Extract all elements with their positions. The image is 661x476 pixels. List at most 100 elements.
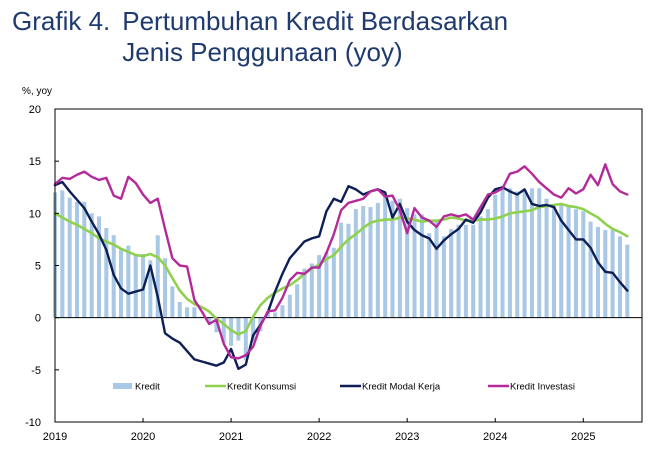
chart-number: Grafik 4. xyxy=(12,6,111,36)
kredit-bar xyxy=(441,236,446,318)
kredit-bar xyxy=(74,201,80,318)
kredit-bar xyxy=(126,245,131,318)
x-ticks: 2019 2020 2021 2022 2023 2024 2025 xyxy=(43,418,596,443)
kredit-bar xyxy=(229,317,234,346)
kredit-bar xyxy=(177,302,182,318)
chart-title-text: Pertumbuhan Kredit Berdasarkan Jenis Pen… xyxy=(122,6,509,67)
kredit-bar xyxy=(361,206,366,318)
kredit-bar xyxy=(185,307,190,318)
kredit-bar xyxy=(390,200,395,318)
series-lines xyxy=(53,163,629,370)
kredit-bar xyxy=(427,233,432,318)
kredit-bar xyxy=(603,230,608,318)
series-line-kredit-modal-kerja xyxy=(53,180,629,370)
kredit-bar xyxy=(243,317,248,361)
kredit-bar xyxy=(529,188,534,318)
legend-label: Kredit xyxy=(135,382,160,393)
kredit-bar xyxy=(588,221,593,318)
x-tick-label: 2023 xyxy=(395,431,419,443)
kredit-bar xyxy=(515,191,520,318)
kredit-bar xyxy=(148,260,153,318)
kredit-bar xyxy=(287,294,292,318)
kredit-bar xyxy=(500,188,505,318)
kredit-bar xyxy=(368,207,373,318)
y-tick-label: -10 xyxy=(25,417,41,429)
kredit-bar xyxy=(60,190,65,318)
x-tick-label: 2024 xyxy=(483,431,507,443)
kredit-bar xyxy=(192,307,197,318)
kredit-bars xyxy=(52,188,630,361)
kredit-bar xyxy=(625,244,630,318)
kredit-bar xyxy=(317,255,322,318)
kredit-bar xyxy=(412,214,417,318)
kredit-bar xyxy=(221,317,226,343)
y-tick-label: 5 xyxy=(35,261,41,273)
kredit-bar xyxy=(544,198,549,318)
kredit-bar xyxy=(573,209,578,318)
kredit-bar xyxy=(199,316,204,318)
kredit-bar xyxy=(251,317,256,342)
kredit-bar xyxy=(309,263,314,318)
kredit-bar xyxy=(339,222,344,318)
kredit-bar xyxy=(324,251,329,318)
series-line-kredit-konsumsi xyxy=(53,202,629,336)
kredit-bar xyxy=(302,268,307,318)
kredit-bar xyxy=(456,224,461,318)
kredit-bar xyxy=(419,214,424,318)
kredit-bar xyxy=(104,227,109,318)
kredit-bar xyxy=(522,190,527,318)
kredit-bar xyxy=(67,197,72,318)
legend-swatch-kredit xyxy=(113,383,132,389)
x-tick-label: 2019 xyxy=(43,431,67,443)
x-tick-label: 2020 xyxy=(131,431,155,443)
kredit-bar xyxy=(214,317,219,333)
kredit-bar xyxy=(493,194,498,318)
kredit-bar xyxy=(119,249,124,318)
kredit-bar xyxy=(133,254,138,318)
kredit-bar xyxy=(273,312,278,318)
y-tick-label: 15 xyxy=(29,156,41,168)
kredit-bar xyxy=(163,258,168,318)
kredit-bar xyxy=(82,201,87,318)
x-tick-label: 2021 xyxy=(219,431,243,443)
kredit-bar xyxy=(170,286,175,318)
kredit-bar xyxy=(383,195,388,318)
kredit-bar xyxy=(236,317,241,341)
legend-label: Kredit Investasi xyxy=(510,382,575,393)
kredit-bar xyxy=(449,228,454,318)
kredit-bar xyxy=(375,202,380,318)
legend-label: Kredit Modal Kerja xyxy=(362,382,441,393)
y-axis-label: %, yoy xyxy=(22,86,52,97)
kredit-bar xyxy=(507,188,512,318)
kredit-bar xyxy=(207,317,212,323)
kredit-bar xyxy=(353,209,358,318)
kredit-bar xyxy=(478,216,483,318)
kredit-bar xyxy=(434,219,439,318)
kredit-bar xyxy=(537,188,542,318)
y-ticks: -10 -5 0 5 10 15 20 xyxy=(25,104,59,429)
kredit-bar xyxy=(617,236,623,318)
kredit-bar xyxy=(485,209,490,318)
kredit-bar xyxy=(566,204,571,318)
x-tick-label: 2025 xyxy=(571,431,595,443)
legend: Kredit Kredit Konsumsi Kredit Modal Kerja K… xyxy=(113,382,575,393)
y-tick-label: -5 xyxy=(31,365,41,377)
x-tick-label: 2022 xyxy=(307,431,331,443)
kredit-bar xyxy=(595,226,600,318)
kredit-bar xyxy=(559,203,564,318)
kredit-bar xyxy=(295,284,300,318)
kredit-bar xyxy=(581,211,586,318)
kredit-bar xyxy=(463,224,468,318)
kredit-bar xyxy=(89,213,94,318)
legend-label: Kredit Konsumsi xyxy=(227,382,296,393)
kredit-bar xyxy=(551,204,556,318)
kredit-bar xyxy=(280,305,285,318)
chart-title: Grafik 4. Pertumbuhan Kredit Berdasarkan… xyxy=(12,6,562,68)
y-tick-label: 0 xyxy=(35,313,41,325)
kredit-bar xyxy=(397,198,402,318)
y-tick-label: 10 xyxy=(29,208,41,220)
kredit-bar xyxy=(331,247,336,318)
kredit-bar xyxy=(405,208,410,318)
kredit-bar xyxy=(346,223,351,318)
